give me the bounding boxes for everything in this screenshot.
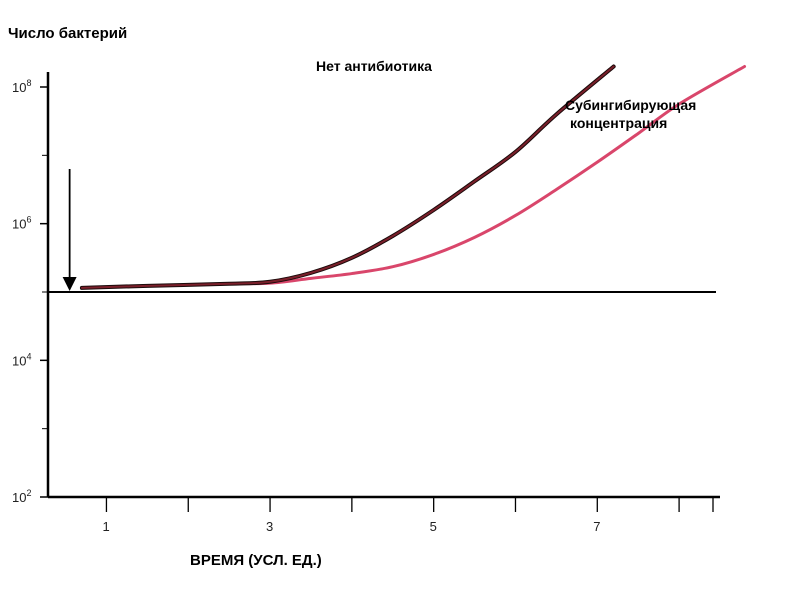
y-tick-exponent: 8 [26,78,31,88]
y-tick-label: 104 [12,351,31,368]
series-label-line: концентрация [570,115,667,131]
series-label-line: Субингибирующая [565,97,696,113]
y-tick-base: 10 [12,80,26,95]
series-line-no-antibiotic-outline [79,64,616,290]
x-axis-label: ВРЕМЯ (УСЛ. ЕД.) [190,552,322,569]
chart-title: Число бактерий [8,25,127,42]
x-tick-label: 7 [593,519,600,534]
y-tick-base: 10 [12,217,26,232]
arrow-head [62,277,77,291]
x-tick-label: 5 [430,519,437,534]
series-line-no-antibiotic [80,65,615,289]
x-tick-label: 1 [102,519,109,534]
y-tick-label: 108 [12,78,31,95]
y-tick-exponent: 6 [26,215,31,225]
y-tick-label: 102 [12,488,31,505]
series-layer: Нет антибиотика Субингибирующая концентрац… [79,58,747,290]
series-label-no-antibiotic: Нет антибиотика [316,58,432,74]
y-tick-exponent: 2 [26,488,31,498]
x-tick-label: 3 [266,519,273,534]
y-tick-exponent: 4 [26,351,31,361]
y-tick-base: 10 [12,490,26,505]
y-tick-label: 106 [12,215,31,232]
series-label-subinhibitory: Субингибирующая концентрация [565,97,696,131]
y-tick-base: 10 [12,353,26,368]
